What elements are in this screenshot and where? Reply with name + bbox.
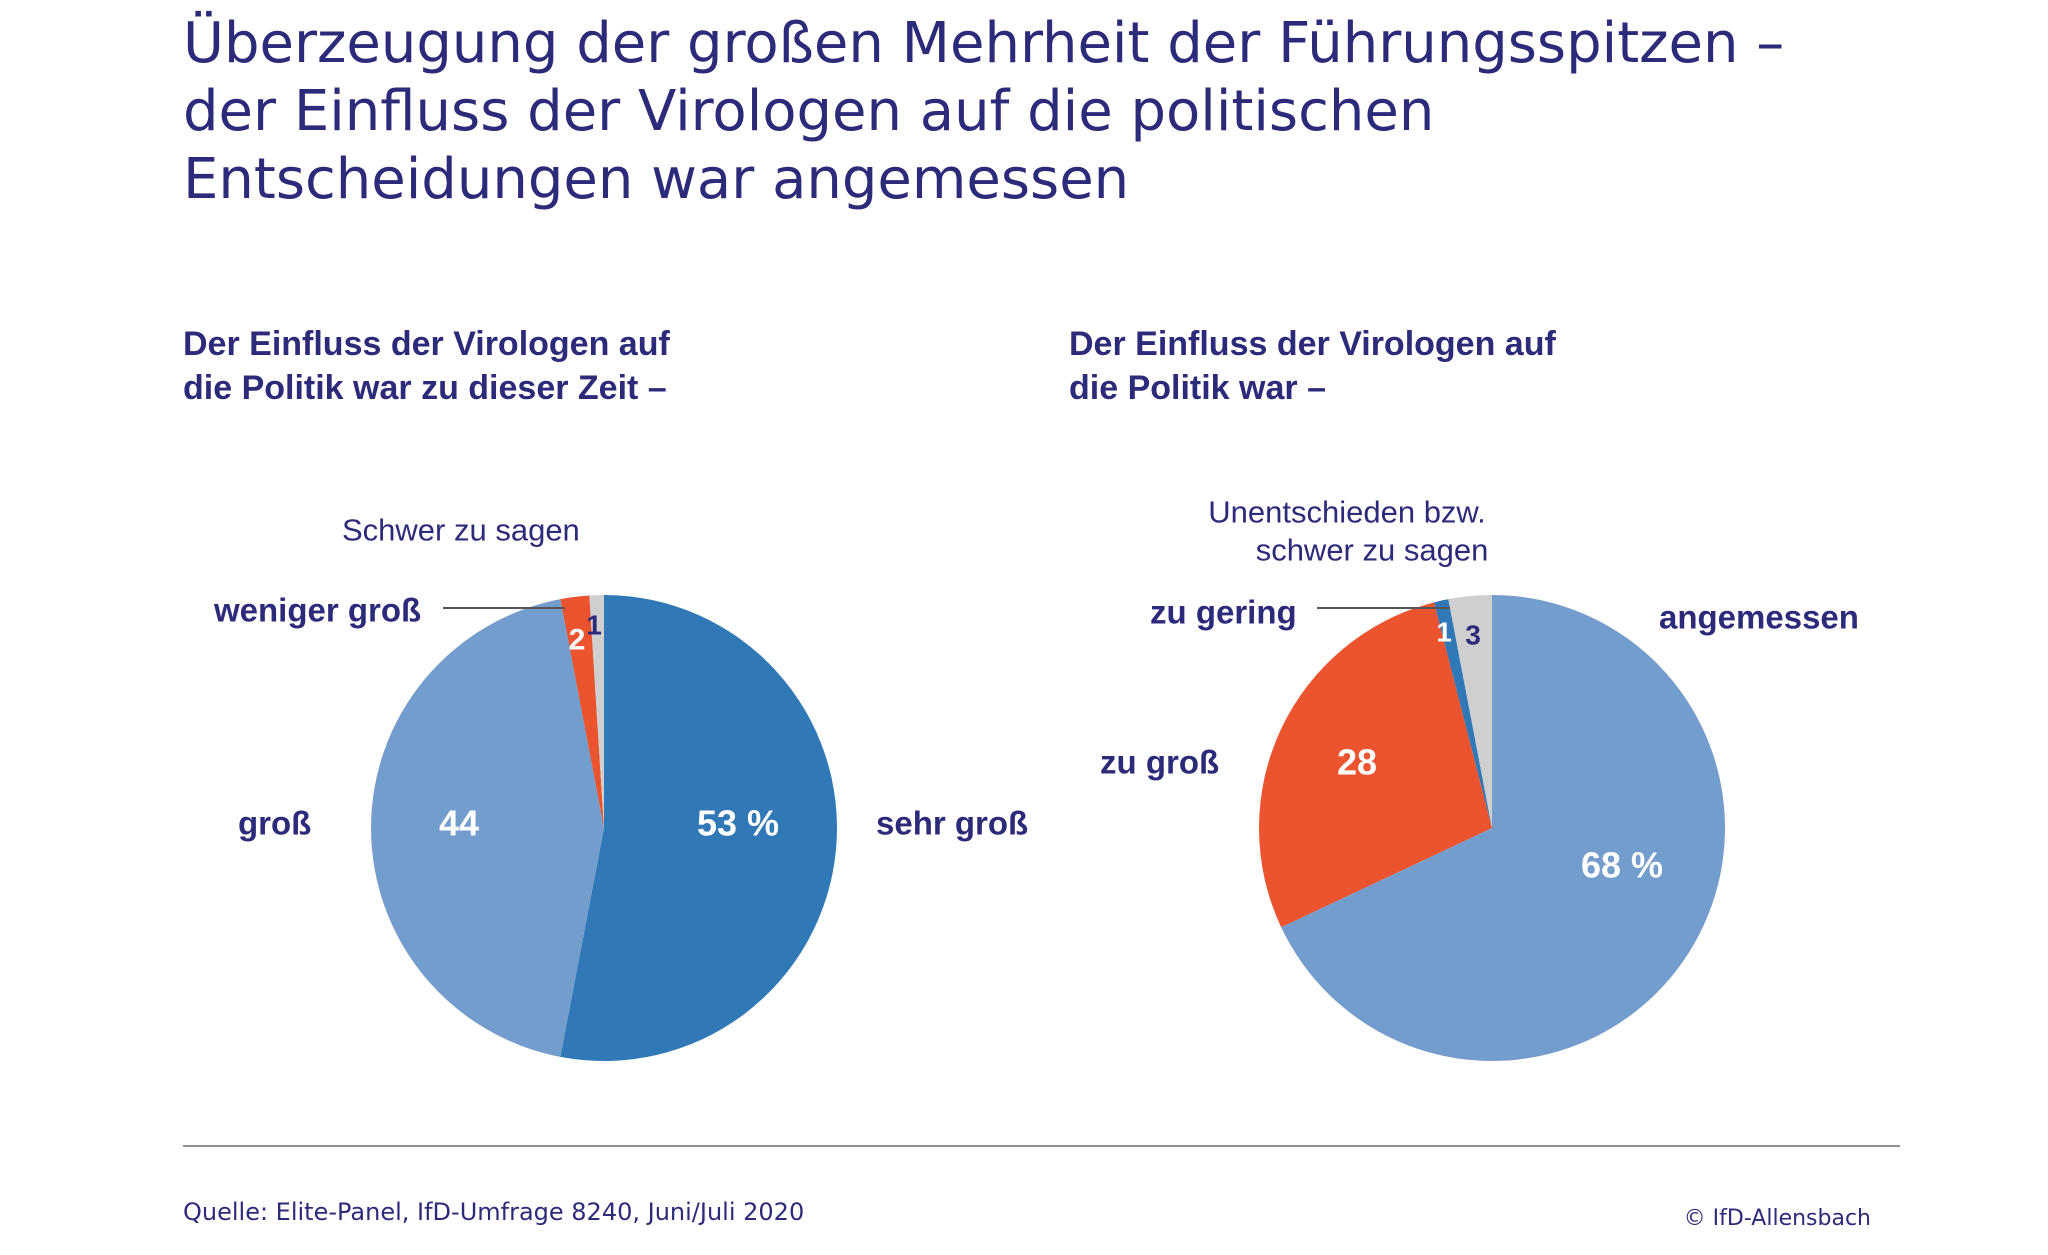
right-chart-title-line-2: die Politik war – — [1069, 369, 1326, 407]
page-title-line-1: Überzeugung der großen Mehrheit der Führ… — [183, 11, 1785, 76]
right-label-zu-gering: zu gering — [1150, 594, 1297, 631]
left-slice-sehr-gross — [560, 595, 837, 1061]
left-value-weniger-gross: 2 — [569, 624, 586, 657]
source-note: Quelle: Elite-Panel, IfD-Umfrage 8240, J… — [183, 1198, 805, 1226]
footer-divider — [183, 1145, 1900, 1147]
right-label-angemessen: angemessen — [1659, 599, 1859, 636]
left-chart-title: Der Einfluss der Virologen auf die Polit… — [183, 322, 670, 410]
left-chart-title-line-2: die Politik war zu dieser Zeit – — [183, 369, 667, 407]
left-label-schwer-zu-sagen: Schwer zu sagen — [342, 513, 580, 548]
right-slice-unentschieden-bzw-schwer-zu-sagen — [1448, 595, 1492, 828]
right-chart-title-line-1: Der Einfluss der Virologen auf — [1069, 325, 1556, 363]
right-label-unentschieden-bzw-schwer-zu-sagen-line-2: schwer zu sagen — [1256, 533, 1489, 568]
left-label-sehr-gross: sehr groß — [876, 805, 1028, 842]
right-value-angemessen: 68 % — [1581, 845, 1663, 886]
left-slice-gross — [370, 599, 604, 1057]
left-value-gross: 44 — [439, 803, 479, 844]
right-slice-zu-gross — [1258, 602, 1492, 928]
right-value-unentschieden-bzw-schwer-zu-sagen: 3 — [1465, 620, 1481, 651]
left-slice-weniger-gross — [560, 595, 604, 828]
left-label-gross: groß — [238, 805, 311, 842]
right-label-zu-gross: zu groß — [1100, 744, 1219, 781]
right-label-unentschieden-bzw-schwer-zu-sagen-line-1: Unentschieden bzw. — [1208, 495, 1485, 530]
page-title: Überzeugung der großen Mehrheit der Führ… — [183, 10, 1943, 214]
right-value-zu-gering: 1 — [1436, 617, 1452, 648]
right-value-zu-gross: 28 — [1337, 742, 1377, 783]
left-slice-schwer-zu-sagen — [589, 595, 604, 828]
left-value-sehr-gross: 53 % — [697, 803, 779, 844]
page-title-line-3: Entscheidungen war angemessen — [183, 147, 1130, 212]
right-chart-title: Der Einfluss der Virologen auf die Polit… — [1069, 322, 1556, 410]
left-label-weniger-gross: weniger groß — [213, 592, 421, 629]
copyright-note: © IfD-Allensbach — [1683, 1206, 1871, 1231]
right-pie — [1258, 595, 1725, 1061]
left-pie — [370, 595, 837, 1061]
page-title-line-2: der Einfluss der Virologen auf die polit… — [183, 79, 1435, 144]
right-slice-zu-gering — [1434, 599, 1492, 828]
left-value-schwer-zu-sagen: 1 — [586, 610, 602, 641]
left-chart-title-line-1: Der Einfluss der Virologen auf — [183, 325, 670, 363]
right-slice-angemessen — [1281, 595, 1725, 1061]
